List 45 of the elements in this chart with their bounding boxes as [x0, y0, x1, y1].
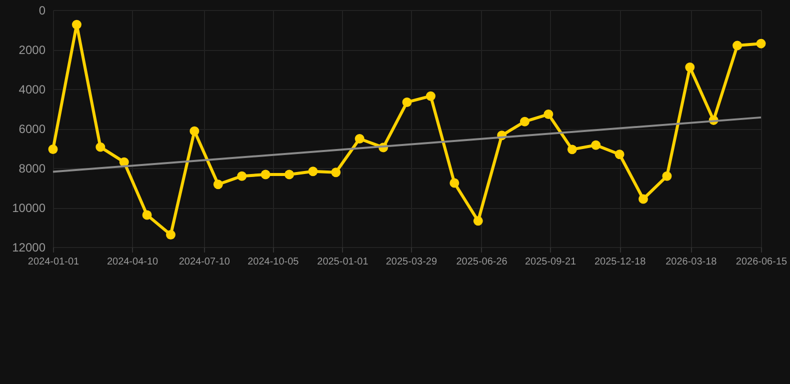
y-tick-label: 4000 [18, 82, 46, 96]
x-tick-label: 2025-09-21 [524, 256, 577, 268]
point [284, 170, 294, 180]
point [473, 216, 483, 226]
point [426, 91, 436, 101]
x-tick-label: 2024-10-05 [248, 256, 300, 268]
point [685, 62, 695, 72]
point [402, 98, 412, 107]
point [662, 171, 672, 181]
point [544, 110, 554, 120]
point [213, 180, 223, 190]
x-tick-label: 2025-01-01 [317, 256, 369, 268]
y-tick-label: 2000 [18, 43, 46, 57]
y-tick-label: 10000 [12, 201, 46, 215]
point [756, 38, 766, 48]
point [567, 144, 577, 154]
y-tick-label: 12000 [12, 240, 46, 254]
x-tick-label: 2024-01-01 [28, 256, 80, 268]
point [237, 171, 247, 181]
point [72, 20, 82, 30]
point [48, 144, 58, 154]
y-tick-label: 0 [38, 4, 46, 18]
point [638, 194, 648, 204]
point [520, 116, 530, 126]
point [166, 230, 176, 240]
point [142, 210, 152, 220]
x-tick-label: 2025-03-29 [386, 256, 438, 268]
point [260, 170, 270, 180]
point [354, 134, 364, 144]
x-tick-label: 2026-06-15 [736, 256, 788, 268]
x-tick-label: 2024-07-10 [178, 256, 230, 268]
x-tick-label: 2024-04-10 [106, 256, 159, 268]
x-tick-label: 2025-12-18 [594, 256, 646, 268]
x-tick-label: 2026-03-18 [666, 256, 718, 268]
point [450, 178, 460, 188]
point [732, 40, 742, 50]
y-tick-label: 6000 [18, 122, 46, 136]
point [591, 140, 601, 150]
point [331, 168, 341, 178]
x-tick-label: 2025-06-26 [456, 256, 508, 268]
point [308, 166, 318, 176]
point [190, 126, 200, 136]
point [96, 142, 106, 152]
point [614, 150, 624, 160]
y-tick-label: 8000 [18, 162, 46, 176]
